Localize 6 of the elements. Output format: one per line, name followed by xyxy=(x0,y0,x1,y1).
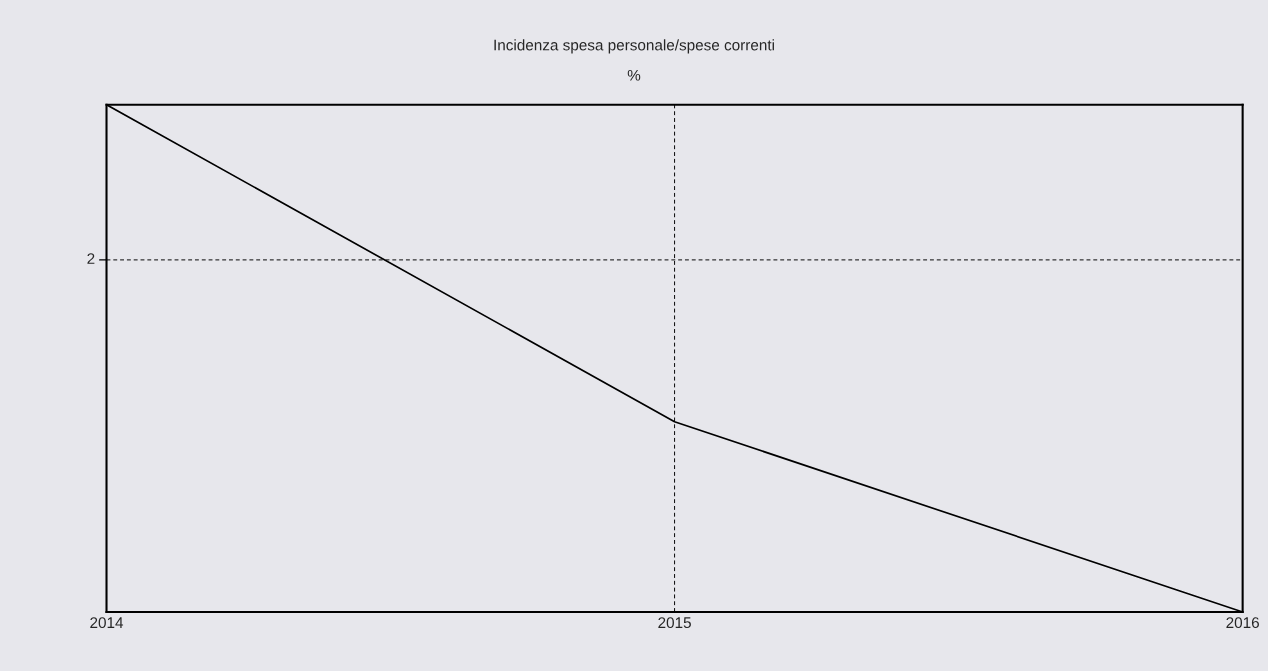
chart-subtitle: % xyxy=(627,69,641,81)
chart-title: Incidenza spesa personale/spese correnti xyxy=(494,39,774,54)
x-tick-label: 2016 xyxy=(1226,617,1259,629)
x-tick-label: 2014 xyxy=(90,617,124,629)
x-tick-label: 2015 xyxy=(658,617,691,629)
text: 2 xyxy=(87,253,95,264)
